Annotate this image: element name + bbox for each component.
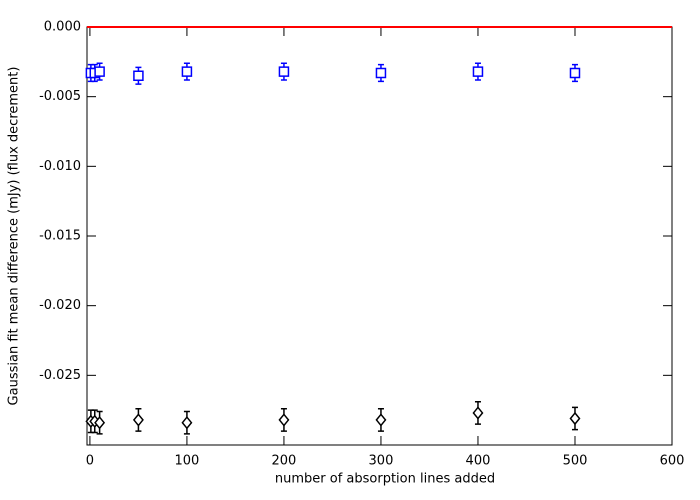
data-point [278, 413, 290, 427]
data-point [133, 70, 144, 82]
x-tick-label: 400 [466, 454, 491, 469]
y-tick-label: -0.015 [39, 229, 81, 244]
y-tick-label: 0.000 [44, 20, 81, 35]
x-tick-label: 200 [272, 454, 297, 469]
data-point [569, 411, 581, 426]
plot-frame [86, 26, 673, 446]
data-point [278, 66, 290, 77]
data-point [569, 67, 581, 79]
data-point [472, 406, 484, 420]
x-tick-label: 100 [175, 454, 200, 469]
data-point [94, 66, 105, 77]
y-axis-label: Gaussian fit mean difference (mJy) (flux… [7, 67, 22, 406]
y-tick-label: -0.010 [39, 159, 81, 174]
x-tick-label: 300 [369, 454, 394, 469]
data-point [181, 416, 193, 430]
data-point [375, 413, 387, 427]
y-tick-label: -0.020 [39, 298, 81, 313]
y-tick-label: -0.025 [39, 368, 81, 383]
data-point [375, 67, 387, 79]
y-tick-label: -0.005 [39, 89, 81, 104]
x-tick-label: 0 [86, 454, 94, 469]
data-point [132, 413, 144, 427]
x-tick-label: 600 [660, 454, 685, 469]
data-point [94, 416, 106, 430]
data-point [472, 66, 484, 77]
x-axis-label: number of absorption lines added [275, 472, 495, 487]
x-tick-label: 500 [563, 454, 588, 469]
data-point [181, 66, 193, 77]
